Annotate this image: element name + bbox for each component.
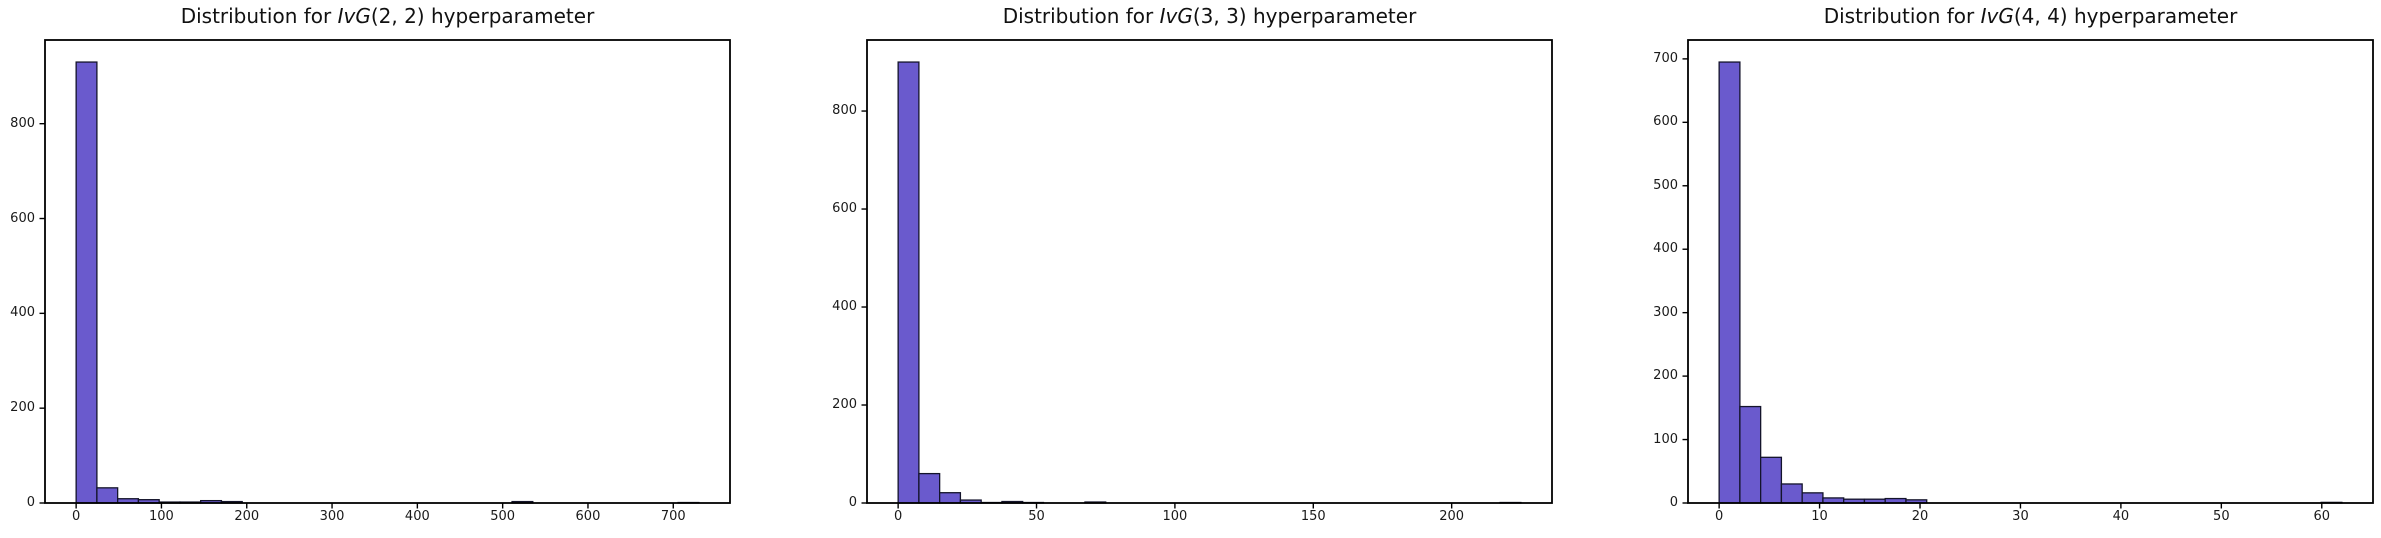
y-tick-label: 0 [26, 495, 35, 510]
y-tick-label: 600 [832, 201, 857, 217]
plot-area-ivg-2-2 [39, 39, 731, 509]
histogram-bar [75, 61, 98, 504]
y-tick-label: 400 [10, 305, 35, 321]
x-tick-label: 60 [2313, 509, 2331, 524]
y-tick-label: 400 [832, 299, 857, 315]
plot-area-ivg-4-4 [1682, 39, 2374, 509]
histogram-bar [1718, 61, 1741, 504]
chart-title-ivg-2-2: Distribution for IvG(2, 2) hyperparamete… [45, 4, 730, 30]
chart-title-math_italic: IvG [337, 4, 371, 28]
chart-title-suffix: hyperparameter [424, 4, 595, 28]
y-tick-label: 600 [10, 210, 35, 226]
chart-title-ivg-4-4: Distribution for IvG(4, 4) hyperparamete… [1688, 4, 2373, 30]
chart-title-math_italic: IvG [1980, 4, 2014, 28]
x-tick-label: 0 [893, 509, 903, 524]
chart-title-suffix: hyperparameter [1246, 4, 1417, 28]
y-tick-label: 500 [1653, 177, 1678, 193]
x-tick-label: 400 [404, 509, 430, 524]
axes-spine [1687, 39, 2374, 504]
x-tick-label: 40 [2112, 509, 2130, 524]
x-tick-label: 100 [149, 509, 174, 524]
y-tick-label: 300 [1653, 304, 1678, 320]
x-tick-label: 30 [2012, 509, 2029, 524]
y-tick-label: 800 [832, 103, 857, 119]
x-tick-label: 10 [1811, 509, 1828, 524]
y-tick-label: 200 [10, 400, 35, 416]
x-tick-label: 20 [1911, 509, 1929, 524]
x-tick-label: 100 [1162, 509, 1188, 524]
x-tick-label: 0 [1714, 509, 1724, 524]
y-tick-label: 0 [1669, 495, 1678, 510]
x-tick-label: 50 [2213, 509, 2230, 524]
x-tick-label: 500 [490, 509, 516, 524]
x-tick-label: 200 [234, 509, 260, 524]
histogram-bar [96, 487, 119, 504]
plot-area-ivg-3-3 [861, 39, 1553, 509]
chart-title-math_italic: IvG [1159, 4, 1193, 28]
x-tick-label: 150 [1300, 509, 1326, 524]
chart-title-math_args: (2, 2) [370, 4, 425, 28]
chart-title-ivg-3-3: Distribution for IvG(3, 3) hyperparamete… [867, 4, 1552, 30]
chart-title-suffix: hyperparameter [2067, 4, 2238, 28]
histogram-bar [918, 472, 941, 504]
y-tick-label: 800 [10, 115, 35, 131]
y-tick-label: 400 [1653, 241, 1678, 257]
chart-title-math_args: (3, 3) [1192, 4, 1247, 28]
x-tick-label: 200 [1439, 509, 1465, 524]
y-tick-label: 200 [1653, 368, 1678, 384]
y-tick-label: 600 [1653, 114, 1678, 130]
x-tick-label: 700 [660, 509, 686, 524]
histogram-bar [1739, 405, 1762, 504]
y-tick-label: 700 [1653, 50, 1678, 66]
x-tick-label: 600 [575, 509, 601, 524]
y-tick-label: 0 [848, 495, 857, 510]
chart-title-prefix: Distribution for [180, 4, 338, 28]
x-tick-label: 50 [1028, 509, 1045, 524]
axes-spine [44, 39, 731, 504]
histogram-bar [1780, 483, 1803, 504]
x-tick-label: 0 [71, 509, 81, 524]
y-tick-label: 100 [1653, 431, 1678, 447]
histogram-bar [1801, 492, 1824, 504]
axes-spine [866, 39, 1553, 504]
histogram-bar [897, 61, 920, 504]
chart-title-prefix: Distribution for [1823, 4, 1981, 28]
chart-title-math_args: (4, 4) [2013, 4, 2068, 28]
y-tick-label: 200 [832, 397, 857, 412]
x-tick-label: 300 [319, 509, 345, 524]
chart-title-prefix: Distribution for [1002, 4, 1160, 28]
histogram-bar [1760, 456, 1783, 504]
histogram-bar [939, 492, 962, 504]
